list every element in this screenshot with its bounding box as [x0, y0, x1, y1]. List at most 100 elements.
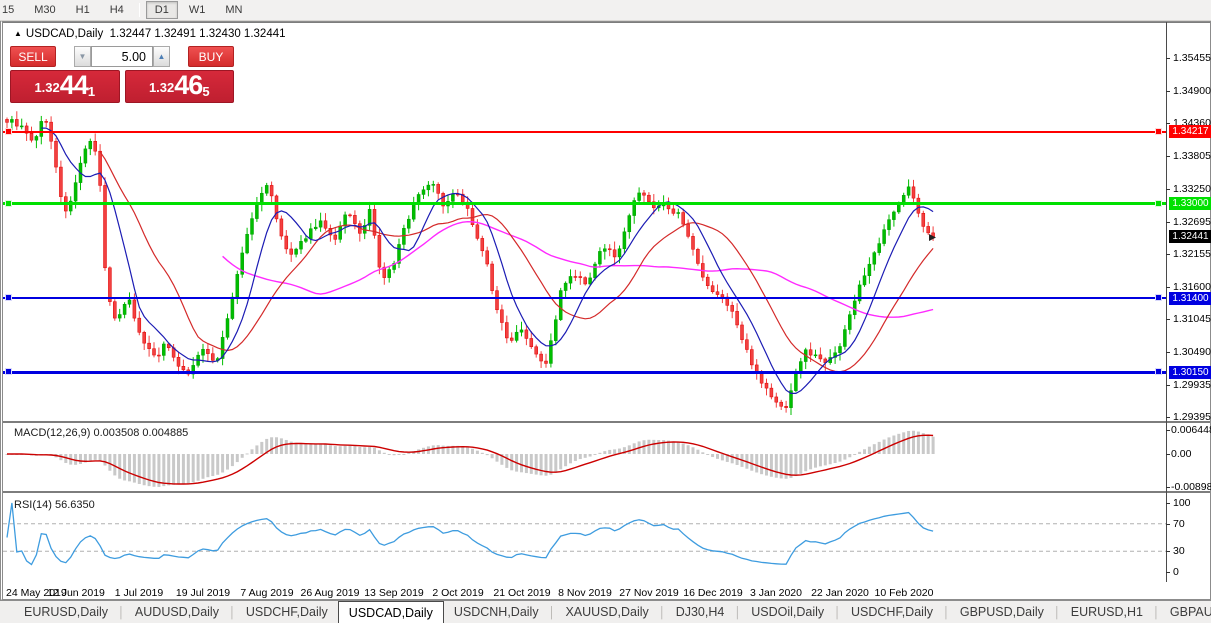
horizontal-line-1.33000[interactable] — [3, 202, 1166, 206]
y-axis-tick-label: 1.32695 — [1173, 216, 1211, 228]
hline-handle[interactable] — [1155, 127, 1162, 135]
y-axis-tick-dash — [1166, 58, 1170, 59]
spin-down-icon: ▼ — [78, 52, 87, 61]
timeframe-button-mn[interactable]: MN — [216, 1, 251, 19]
hline-handle[interactable] — [5, 127, 12, 135]
chart-window[interactable]: ▲ USDCAD,Daily 1.32447 1.32491 1.32430 1.… — [0, 21, 1211, 600]
pane-separator — [3, 491, 1210, 493]
buy-button[interactable]: BUY — [188, 46, 234, 67]
lot-decrease-button[interactable]: ▼ — [74, 46, 91, 67]
y-axis-tick-label: 1.35455 — [1173, 52, 1211, 64]
tab-separator: │ — [834, 607, 842, 619]
hline-handle[interactable] — [1155, 199, 1162, 207]
moving-average-line — [99, 151, 934, 373]
tab-separator: │ — [1153, 607, 1160, 619]
x-axis-date-label: 8 Nov 2019 — [558, 587, 612, 599]
tab-eurusd-daily[interactable]: EURUSD,Daily — [24, 605, 109, 619]
macd-tick-dash — [1166, 454, 1170, 455]
rsi-tick-label: 0 — [1173, 566, 1179, 578]
spin-up-icon: ▲ — [157, 52, 166, 61]
tab-usdchf-daily[interactable]: USDCHF,Daily — [245, 605, 328, 619]
macd-tick-label: 0.006448 — [1171, 424, 1211, 436]
tab-separator: │ — [228, 607, 236, 619]
sell-price-small: 1.32 — [34, 80, 60, 95]
y-axis-tick-dash — [1166, 287, 1170, 288]
buy-price-small: 1.32 — [148, 80, 175, 95]
tab-gbpaud-h1[interactable]: GBPAUD,H1 — [1169, 605, 1211, 619]
tab-separator: │ — [942, 607, 950, 619]
timeframe-button-15[interactable]: 15 — [0, 1, 23, 19]
candlestick-series — [5, 111, 935, 415]
lot-size-input[interactable] — [91, 46, 153, 67]
macd-histogram — [5, 430, 935, 487]
lot-increase-button[interactable]: ▲ — [153, 46, 170, 67]
y-axis-tick-label: 1.32155 — [1173, 248, 1211, 260]
sell-button[interactable]: SELL — [10, 46, 56, 67]
tab-usdcnh-daily[interactable]: USDCNH,Daily — [453, 605, 539, 619]
buy-price-big: 46 — [174, 70, 203, 100]
rsi-tick-label: 30 — [1173, 545, 1185, 557]
tab-gbpusd-daily[interactable]: GBPUSD,Daily — [959, 605, 1044, 619]
hline-handle[interactable] — [5, 294, 12, 302]
x-axis-date-label: 21 Oct 2019 — [493, 587, 551, 599]
chart-tab-bar: EURUSD,Daily │ AUDUSD,Daily │ USDCHF,Daily US… — [0, 600, 1211, 623]
x-axis-date-label: 16 Dec 2019 — [683, 587, 743, 599]
chart-symbol: USDCAD,Daily — [25, 28, 104, 40]
tab-usdoil-daily[interactable]: USDOil,Daily — [751, 605, 825, 619]
macd-tick-label: -0.008982 — [1171, 481, 1211, 493]
tab-xauusd-daily[interactable]: XAUUSD,Daily — [565, 605, 649, 619]
tab-usdcad-daily[interactable]: USDCAD,Daily — [337, 601, 444, 623]
rsi-tick-dash — [1166, 503, 1170, 504]
price-level-tag: 1.30150 — [1169, 365, 1211, 379]
y-axis-tick-label: 1.33250 — [1173, 183, 1211, 195]
tab-separator: │ — [734, 607, 742, 619]
pane-separator — [3, 22, 1210, 23]
hline-handle[interactable] — [5, 368, 12, 376]
y-axis-tick-dash — [1166, 156, 1170, 157]
horizontal-line-1.34217[interactable] — [3, 130, 1166, 133]
chart-ohlc-values: 1.32447 1.32491 1.32430 1.32441 — [109, 28, 286, 40]
sell-price-sup: 1 — [87, 84, 96, 99]
y-axis-tick-label: 1.31600 — [1173, 281, 1211, 293]
rsi-value: 56.6350 — [54, 499, 95, 511]
y-axis-tick-label: 1.33805 — [1173, 150, 1211, 162]
y-axis-tick-dash — [1166, 189, 1170, 190]
sell-price-button[interactable]: 1.32 44 1 — [10, 70, 120, 103]
timeframe-button-w1[interactable]: W1 — [180, 1, 215, 19]
y-axis-tick-label: 1.30490 — [1173, 346, 1211, 358]
y-axis-tick-label: 1.31045 — [1173, 313, 1211, 325]
y-axis-tick-dash — [1166, 222, 1170, 223]
chart-title: ▲ USDCAD,Daily 1.32447 1.32491 1.32430 1.… — [14, 28, 286, 40]
buy-price-button[interactable]: 1.32 46 5 — [124, 70, 234, 103]
collapse-panel-icon[interactable]: ▲ — [14, 29, 22, 38]
x-axis-date-label: 10 Feb 2020 — [874, 587, 934, 599]
rsi-tick-label: 70 — [1173, 518, 1185, 530]
tab-usdchf-daily[interactable]: USDCHF,Daily — [851, 605, 933, 619]
rsi-tick-dash — [1166, 524, 1170, 525]
timeframe-button-h4[interactable]: H4 — [101, 1, 133, 19]
pane-separator — [3, 421, 1210, 423]
macd-signal-line — [7, 434, 934, 485]
x-axis-date-label: 19 Jul 2019 — [175, 587, 231, 599]
horizontal-line-1.30150[interactable] — [3, 370, 1166, 374]
x-axis-date-label: 27 Nov 2019 — [619, 587, 679, 599]
horizontal-line-1.31400[interactable] — [3, 297, 1166, 300]
x-axis-date-label: 2 Oct 2019 — [432, 587, 484, 599]
toolbar-separator — [138, 3, 140, 17]
timeframe-button-d1[interactable]: D1 — [145, 1, 178, 19]
tab-separator: │ — [1053, 607, 1061, 619]
tab-audusd-daily[interactable]: AUDUSD,Daily — [134, 605, 219, 619]
macd-values: 0.003508 0.004885 — [93, 427, 189, 439]
tab-dj30-h4[interactable]: DJ30,H4 — [675, 605, 725, 619]
x-axis-date-label: 12 Jun 2019 — [47, 587, 105, 599]
buy-price-sup: 5 — [202, 84, 210, 99]
timeframe-button-h1[interactable]: H1 — [67, 1, 99, 19]
timeframe-button-m30[interactable]: M30 — [25, 1, 64, 19]
hline-handle[interactable] — [5, 199, 12, 207]
tab-eurusd-h1[interactable]: EURUSD,H1 — [1070, 605, 1144, 619]
y-axis-tick-dash — [1166, 385, 1170, 386]
y-axis-tick-dash — [1166, 123, 1170, 124]
hline-handle[interactable] — [1155, 368, 1162, 376]
hline-handle[interactable] — [1155, 294, 1162, 302]
